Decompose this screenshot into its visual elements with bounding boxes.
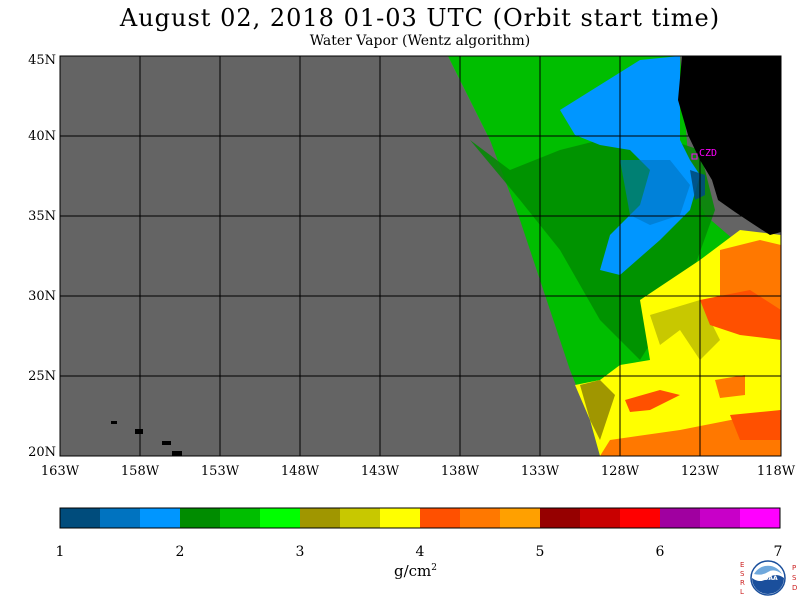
colorbar-label: 7 (774, 544, 783, 560)
station-label: CZD (699, 148, 717, 159)
water-vapor-swath (448, 56, 781, 456)
lat-label: 20N (28, 445, 56, 460)
colorbar-labels: 1 2 3 4 5 6 7 (56, 544, 783, 560)
lon-label: 163W (41, 464, 80, 479)
colorbar (60, 508, 781, 528)
lat-label: 35N (28, 209, 56, 224)
unit-base: g/cm (394, 562, 432, 580)
map-frame (59, 55, 782, 457)
colorbar-swatch (140, 508, 181, 528)
colorbar-swatch (500, 508, 541, 528)
colorbar-unit: g/cm2 (394, 562, 437, 580)
station-marker: CZD (691, 148, 717, 160)
lon-label: 123W (681, 464, 720, 479)
logo-left-letter: R (740, 579, 745, 587)
lat-label: 40N (28, 129, 56, 144)
hawaii-islands (111, 421, 182, 456)
lon-label: 148W (281, 464, 320, 479)
land-area (678, 56, 781, 235)
colorbar-swatch (700, 508, 741, 528)
logo-left-letter: E (740, 561, 744, 569)
colorbar-label: 3 (296, 544, 305, 560)
lon-label: 118W (757, 464, 796, 479)
colorbar-swatch (380, 508, 421, 528)
colorbar-swatch (580, 508, 621, 528)
lon-label: 153W (201, 464, 240, 479)
colorbar-swatch (180, 508, 221, 528)
lat-label: 25N (28, 369, 56, 384)
logo-right-letter: S (792, 574, 797, 582)
colorbar-swatch (420, 508, 461, 528)
lon-label: 133W (521, 464, 560, 479)
map-title: August 02, 2018 01-03 UTC (Orbit start t… (119, 4, 721, 32)
logo-right-letter: P (792, 564, 796, 572)
colorbar-swatch (300, 508, 341, 528)
colorbar-swatch (740, 508, 781, 528)
lon-label: 138W (441, 464, 480, 479)
colorbar-swatch (220, 508, 261, 528)
colorbar-label: 4 (416, 544, 425, 560)
colorbar-swatch (540, 508, 581, 528)
colorbar-swatch (340, 508, 381, 528)
lat-label: 30N (28, 289, 56, 304)
colorbar-frame (59, 507, 781, 529)
longitude-labels: 163W 158W 153W 148W 143W 138W 133W 128W … (41, 464, 796, 479)
latitude-labels: 45N 40N 35N 30N 25N 20N (28, 53, 56, 460)
logo-center-text: NOAA (758, 575, 778, 582)
lon-label: 143W (361, 464, 400, 479)
colorbar-swatch (100, 508, 141, 528)
colorbar-label: 6 (656, 544, 665, 560)
lon-label: 158W (121, 464, 160, 479)
colorbar-swatch (460, 508, 501, 528)
colorbar-swatch (660, 508, 701, 528)
colorbar-label: 2 (176, 544, 185, 560)
colorbar-swatch (620, 508, 661, 528)
colorbar-label: 1 (56, 544, 65, 560)
unit-exponent: 2 (431, 563, 438, 573)
logo-left-letter: L (740, 588, 744, 596)
lon-label: 128W (601, 464, 640, 479)
map-subtitle: Water Vapor (Wentz algorithm) (309, 33, 531, 49)
logo-left-letter: S (740, 570, 745, 578)
lat-label: 45N (28, 53, 56, 68)
logo-right-letter: D (792, 584, 797, 592)
noaa-esrl-psd-logo: E S R L P S D NOAA (740, 560, 797, 596)
colorbar-label: 5 (536, 544, 545, 560)
graticule (60, 56, 781, 456)
colorbar-swatch (260, 508, 301, 528)
colorbar-swatch (60, 508, 101, 528)
